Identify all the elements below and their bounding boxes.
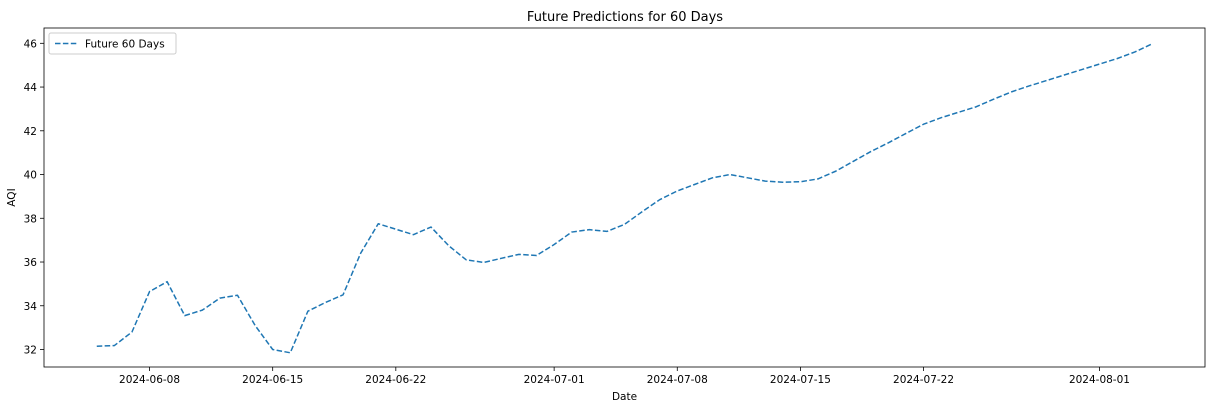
y-tick-label: 46 [24,38,38,50]
y-tick-label: 44 [24,82,38,94]
x-tick-label: 2024-06-22 [365,374,426,386]
y-axis: 32 34 36 38 40 42 44 46 [24,38,44,357]
series-layer [96,43,1153,354]
plot-area [43,27,1206,368]
chart-title: Future Predictions for 60 Days [527,10,723,25]
x-tick-label: 2024-06-15 [242,374,303,386]
y-tick-label: 36 [24,257,38,269]
y-tick-label: 42 [24,126,37,138]
x-tick-label: 2024-07-22 [893,374,954,386]
legend-box [48,32,177,55]
x-axis: 2024-06-08 2024-06-15 2024-06-22 2024-07-01… [119,367,1130,386]
legend-label-future-60-days: Future 60 Days [85,39,165,51]
y-tick-label: 40 [24,170,37,182]
y-tick-label: 34 [24,301,38,313]
x-tick-label: 2024-08-01 [1069,374,1130,386]
y-tick-label: 32 [24,345,37,357]
x-tick-label: 2024-07-15 [770,374,831,386]
y-axis-title: AQI [6,188,18,206]
x-tick-label: 2024-06-08 [119,374,180,386]
legend: Future 60 Days [48,32,177,55]
x-axis-title: Date [612,391,637,403]
x-tick-label: 2024-07-01 [524,374,585,386]
series-line-future-60-days [96,43,1153,354]
x-tick-label: 2024-07-08 [647,374,708,386]
y-tick-label: 38 [24,213,37,225]
plot-border [43,27,1206,368]
